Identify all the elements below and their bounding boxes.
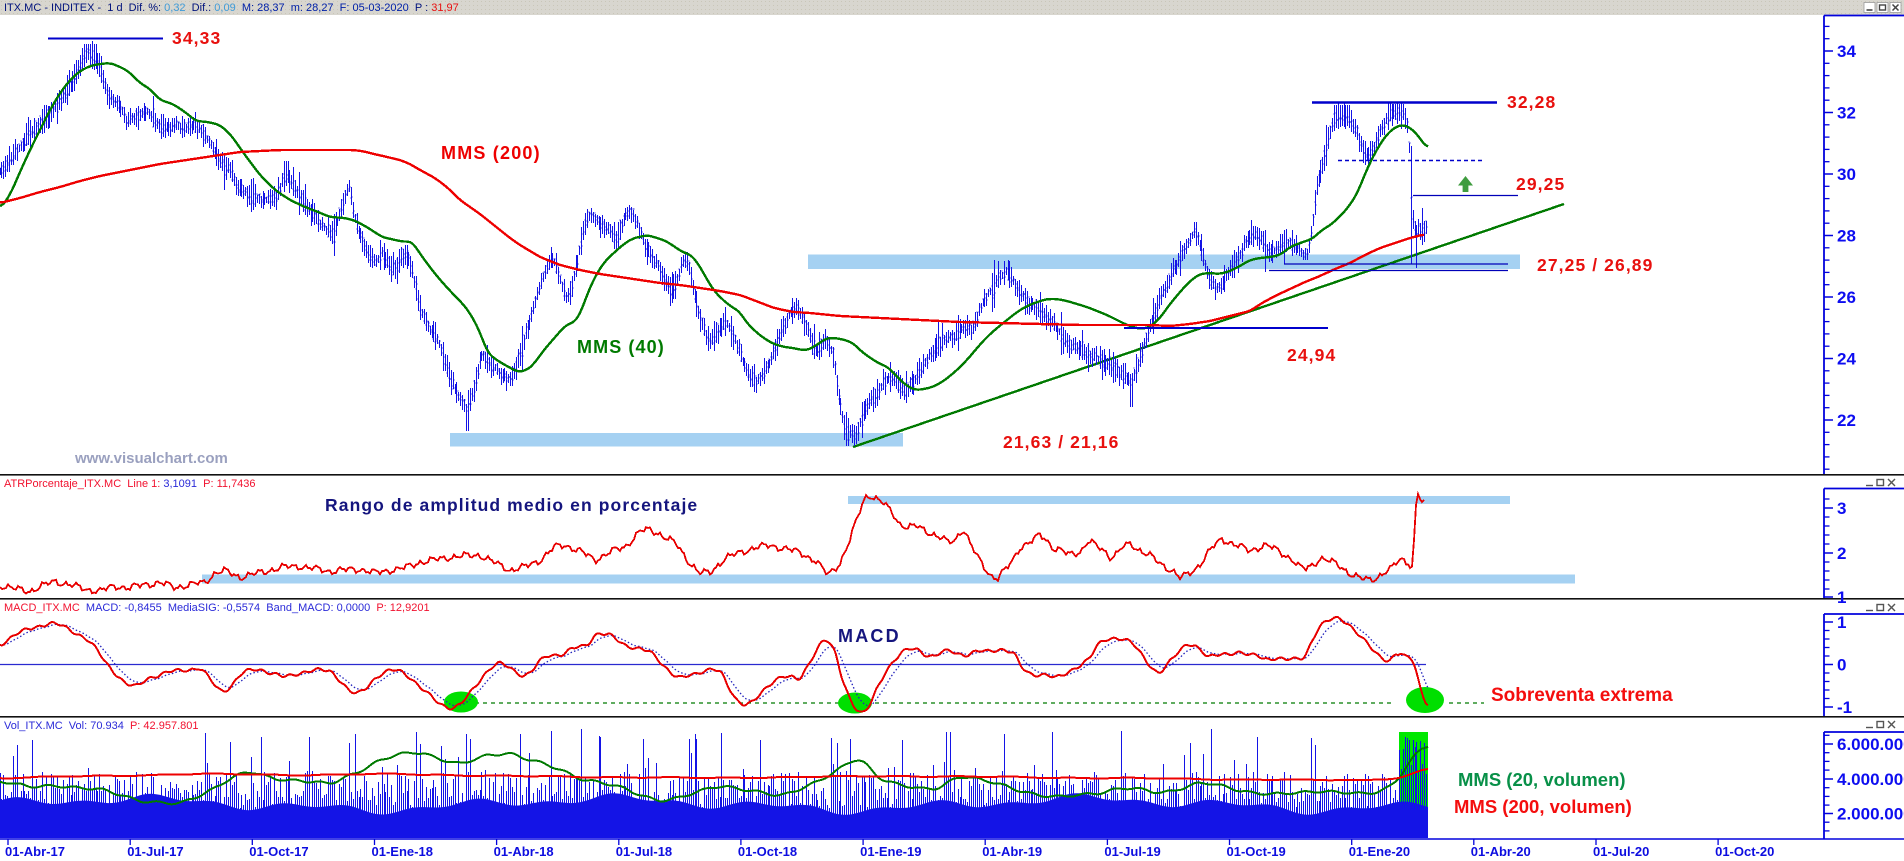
svg-text:01-Oct-19: 01-Oct-19 [1227,844,1286,859]
svg-text:2.000.000: 2.000.000 [1837,805,1904,824]
svg-text:MMS (20, volumen): MMS (20, volumen) [1458,769,1626,790]
svg-text:Sobreventa extrema: Sobreventa extrema [1491,685,1673,706]
svg-text:MACD_ITX.MC MACD: -0,8455 Me: MACD_ITX.MC MACD: -0,8455 MediaSIG: -0,5… [4,602,430,614]
svg-text:1: 1 [1837,588,1846,607]
svg-text:01-Ene-20: 01-Ene-20 [1349,844,1410,859]
svg-text:1: 1 [1837,613,1846,632]
svg-text:32: 32 [1837,104,1856,123]
svg-text:6.000.000: 6.000.000 [1837,735,1904,754]
svg-text:21,63 / 21,16: 21,63 / 21,16 [1003,432,1119,452]
svg-text:26: 26 [1837,288,1856,307]
svg-text:01-Jul-20: 01-Jul-20 [1593,844,1649,859]
svg-text:32,28: 32,28 [1507,92,1556,112]
svg-text:www.visualchart.com: www.visualchart.com [74,450,228,467]
svg-text:MMS (200, volumen): MMS (200, volumen) [1454,796,1632,817]
svg-text:ATRPorcentaje_ITX.MC Line 1:: ATRPorcentaje_ITX.MC Line 1: 3,1091 P: 1… [4,478,256,490]
svg-text:34: 34 [1837,42,1856,61]
svg-text:01-Jul-19: 01-Jul-19 [1104,844,1160,859]
svg-text:ITX.MC - INDITEX - 1 d Dif.: ITX.MC - INDITEX - 1 d Dif. %: 0,32 Dif.… [4,2,459,14]
svg-text:0: 0 [1837,656,1846,675]
svg-text:22: 22 [1837,411,1856,430]
svg-text:27,25 / 26,89: 27,25 / 26,89 [1537,255,1653,275]
svg-text:01-Abr-17: 01-Abr-17 [5,844,65,859]
svg-text:34,33: 34,33 [172,28,221,48]
svg-text:4.000.000: 4.000.000 [1837,770,1904,789]
svg-text:24: 24 [1837,350,1856,369]
svg-text:29,25: 29,25 [1516,174,1565,194]
svg-text:3: 3 [1837,499,1846,518]
svg-text:01-Ene-19: 01-Ene-19 [860,844,921,859]
svg-text:28: 28 [1837,227,1856,246]
svg-text:01-Abr-19: 01-Abr-19 [982,844,1042,859]
svg-text:01-Oct-17: 01-Oct-17 [249,844,308,859]
svg-text:MMS (200): MMS (200) [441,143,541,163]
svg-text:01-Abr-18: 01-Abr-18 [494,844,554,859]
svg-text:-1: -1 [1837,698,1852,717]
svg-text:01-Jul-17: 01-Jul-17 [127,844,183,859]
svg-text:MACD: MACD [838,626,901,646]
svg-text:MMS (40): MMS (40) [577,337,665,357]
svg-text:01-Oct-18: 01-Oct-18 [738,844,797,859]
svg-text:24,94: 24,94 [1287,345,1336,365]
svg-text:2: 2 [1837,544,1846,563]
svg-text:01-Oct-20: 01-Oct-20 [1715,844,1774,859]
svg-text:01-Jul-18: 01-Jul-18 [616,844,672,859]
svg-text:01-Ene-18: 01-Ene-18 [372,844,433,859]
svg-text:Vol_ITX.MC Vol: 70.934 P: 42: Vol_ITX.MC Vol: 70.934 P: 42.957.801 [4,720,198,732]
svg-text:01-Abr-20: 01-Abr-20 [1471,844,1531,859]
svg-text:Rango de amplitud medio en por: Rango de amplitud medio en porcentaje [325,495,698,515]
svg-text:30: 30 [1837,165,1856,184]
